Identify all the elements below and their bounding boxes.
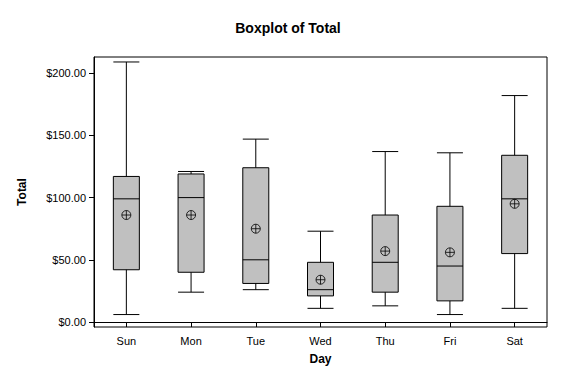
svg-text:Fri: Fri xyxy=(444,335,457,347)
svg-text:$200.00: $200.00 xyxy=(46,67,86,79)
svg-text:Wed: Wed xyxy=(309,335,331,347)
svg-text:$0.00: $0.00 xyxy=(58,316,86,328)
svg-text:Sat: Sat xyxy=(506,335,523,347)
svg-text:Total: Total xyxy=(15,178,29,206)
svg-text:Tue: Tue xyxy=(247,335,266,347)
svg-text:$50.00: $50.00 xyxy=(52,254,86,266)
svg-text:$100.00: $100.00 xyxy=(46,192,86,204)
svg-text:Mon: Mon xyxy=(180,335,201,347)
svg-text:Day: Day xyxy=(309,352,331,366)
svg-text:Sun: Sun xyxy=(117,335,137,347)
svg-text:$150.00: $150.00 xyxy=(46,129,86,141)
svg-text:Thu: Thu xyxy=(376,335,395,347)
svg-text:Boxplot of Total: Boxplot of Total xyxy=(235,20,341,36)
